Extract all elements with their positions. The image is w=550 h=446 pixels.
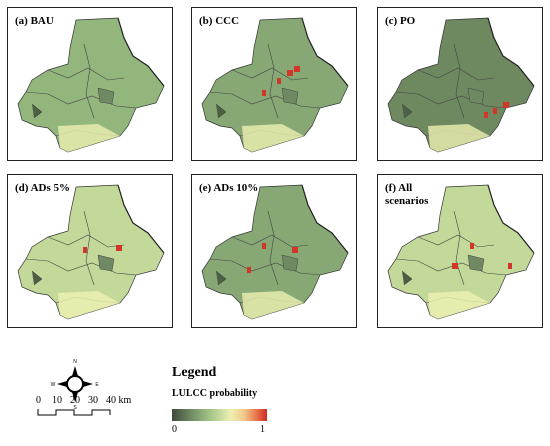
- scale-label: 10: [52, 395, 62, 406]
- coastal-band: [58, 291, 120, 319]
- panel-label: (e) ADs 10%: [199, 182, 259, 194]
- east-label: E: [95, 382, 99, 388]
- hotspot: [493, 108, 497, 114]
- map-panel-d: (d) ADs 5%: [7, 174, 173, 328]
- coastal-band: [428, 124, 490, 152]
- hotspot: [452, 263, 458, 269]
- map-panel-f: (f) All scenarios: [377, 174, 543, 328]
- hotspot: [484, 112, 488, 118]
- color-ramp: [172, 409, 267, 421]
- hotspot: [247, 267, 251, 273]
- map-shape: [387, 184, 535, 320]
- scale-label: 20: [70, 395, 80, 406]
- ramp-max-label: 1: [260, 424, 265, 435]
- south-label: S: [73, 405, 77, 410]
- scale-bar-line: [37, 409, 111, 416]
- coastal-band: [58, 124, 120, 152]
- hotspot: [503, 102, 509, 108]
- map-panel-a: (a) BAU: [7, 7, 173, 161]
- hotspot: [292, 247, 298, 253]
- legend-subtitle: LULCC probability: [172, 388, 258, 399]
- ramp-min-label: 0: [172, 424, 177, 435]
- map-panel-e: (e) ADs 10%: [191, 174, 357, 328]
- hotspot: [277, 78, 281, 84]
- west-label: W: [51, 382, 56, 388]
- map-shape: [201, 17, 349, 153]
- map-shape: [387, 17, 535, 153]
- legend-title: Legend: [172, 365, 217, 380]
- hotspot: [262, 243, 266, 249]
- north-arrow-icon: N S E W: [51, 359, 100, 410]
- map-shape: [17, 17, 165, 153]
- panel-label: (c) PO: [385, 15, 416, 27]
- hotspot: [508, 263, 512, 269]
- hotspot: [116, 245, 122, 251]
- map-shape: [201, 184, 349, 320]
- scale-label: 30: [88, 395, 98, 406]
- panel-label: (d) ADs 5%: [15, 182, 71, 194]
- map-shape: [17, 184, 165, 320]
- hotspot: [83, 247, 87, 253]
- scale-label: 40 km: [106, 395, 132, 406]
- hotspot: [287, 70, 293, 76]
- scale-label: 0: [36, 395, 41, 406]
- panel-label: (b) CCC: [199, 15, 240, 27]
- hotspot: [262, 90, 266, 96]
- coastal-band: [242, 291, 304, 319]
- panel-label: (f) All scenarios: [385, 182, 429, 207]
- coastal-band: [428, 291, 490, 319]
- north-label: N: [73, 359, 77, 365]
- coastal-band: [242, 124, 304, 152]
- map-panel-b: (b) CCC: [191, 7, 357, 161]
- map-panel-c: (c) PO: [377, 7, 543, 161]
- hotspot: [470, 243, 474, 249]
- panel-label: (a) BAU: [15, 15, 54, 27]
- hotspot: [294, 66, 300, 72]
